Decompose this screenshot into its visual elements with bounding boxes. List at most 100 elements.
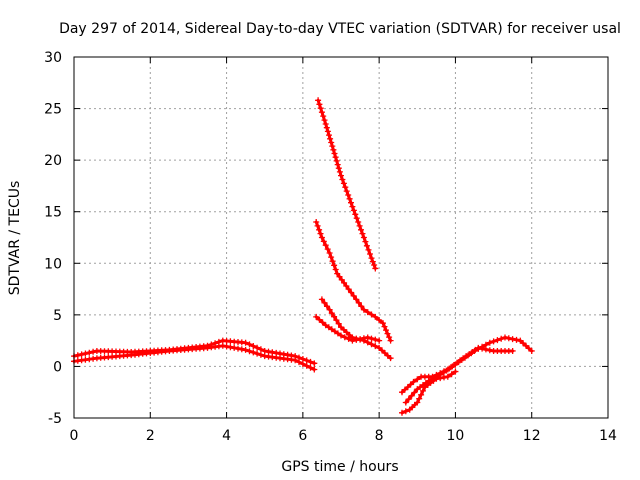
data-point (246, 341, 253, 348)
data-point (326, 306, 333, 313)
data-point (345, 286, 352, 293)
data-point (316, 316, 323, 323)
data-point (331, 150, 338, 157)
data-point (386, 334, 393, 341)
data-point (441, 374, 447, 381)
data-point (292, 357, 299, 364)
data-point (326, 250, 333, 256)
data-point (355, 299, 362, 306)
data-point (329, 143, 336, 150)
data-point (448, 371, 455, 378)
data-point (490, 338, 497, 345)
data-point (331, 313, 338, 320)
data-point (372, 336, 379, 343)
data-point (364, 334, 371, 341)
data-point (242, 339, 249, 346)
data-point (420, 387, 426, 394)
data-point (368, 311, 375, 318)
data-point (338, 276, 345, 283)
data-point (376, 317, 383, 323)
axis-ticks (73, 56, 609, 419)
data-point (334, 330, 341, 337)
data-point (360, 306, 367, 313)
x-tick-label: 4 (222, 428, 231, 444)
data-point (505, 335, 512, 342)
y-tick-label: 15 (44, 205, 62, 221)
data-point (482, 346, 489, 353)
data-point (324, 246, 331, 253)
data-point (318, 234, 325, 241)
data-point (334, 161, 341, 168)
data-point (345, 192, 352, 198)
data-point (307, 358, 314, 365)
data-point (486, 339, 493, 346)
data-point (250, 343, 257, 349)
data-point (437, 370, 444, 377)
data-point (356, 222, 363, 229)
data-point (494, 337, 501, 344)
data-point (345, 335, 352, 342)
data-point (227, 344, 234, 351)
data-point (246, 348, 253, 355)
data-point (343, 283, 350, 289)
data-point (322, 322, 329, 329)
data-point (254, 350, 261, 357)
grid (74, 57, 608, 418)
data-point (340, 180, 347, 187)
y-tick-label: 0 (53, 359, 62, 375)
data-point (219, 342, 226, 349)
data-point (498, 335, 505, 342)
data-point (368, 255, 375, 262)
data-point (358, 226, 364, 233)
data-point (313, 313, 320, 320)
x-tick-label: 0 (70, 428, 79, 444)
y-tick-label: 20 (44, 153, 62, 169)
data-point (257, 351, 264, 358)
data-point (323, 124, 330, 131)
data-point (364, 309, 371, 316)
data-point (350, 207, 357, 214)
data-point (314, 222, 321, 229)
series-track-1 (71, 337, 318, 367)
data-point (231, 344, 238, 351)
x-tick-label: 12 (523, 428, 541, 444)
series-track-5 (318, 296, 394, 362)
data-point (336, 273, 343, 280)
data-point (328, 326, 335, 333)
data-point (82, 350, 89, 357)
data-point (387, 337, 394, 344)
data-point (479, 345, 486, 352)
data-point (316, 226, 323, 233)
data-point (444, 366, 451, 373)
data-point (318, 109, 325, 116)
data-point (74, 352, 81, 359)
data-point (321, 299, 328, 306)
data-point (414, 399, 421, 406)
series-track-9 (399, 344, 516, 396)
data-point (372, 343, 379, 350)
data-point (475, 344, 482, 351)
x-tick-label: 6 (298, 428, 307, 444)
x-tick-label: 8 (375, 428, 384, 444)
data-point (405, 396, 412, 403)
data-point (355, 219, 362, 225)
x-tick-labels: 0 2 4 6 8 10 12 14 (70, 428, 617, 444)
y-tick-labels: -5 0 5 10 15 20 25 30 (44, 50, 62, 427)
plot-frame (73, 56, 609, 419)
data-point (372, 265, 379, 272)
data-point (348, 199, 354, 206)
data-point (369, 258, 376, 265)
x-tick-label: 10 (447, 428, 465, 444)
data-point (381, 323, 388, 330)
data-point (328, 139, 335, 146)
data-point (333, 157, 340, 164)
data-point (416, 395, 423, 402)
data-point (414, 376, 421, 383)
data-point (341, 279, 348, 286)
data-point (342, 184, 349, 191)
data-point (367, 251, 373, 257)
data-point (350, 292, 357, 299)
series-line (400, 346, 515, 394)
data-point (303, 357, 310, 364)
data-point (387, 355, 394, 362)
